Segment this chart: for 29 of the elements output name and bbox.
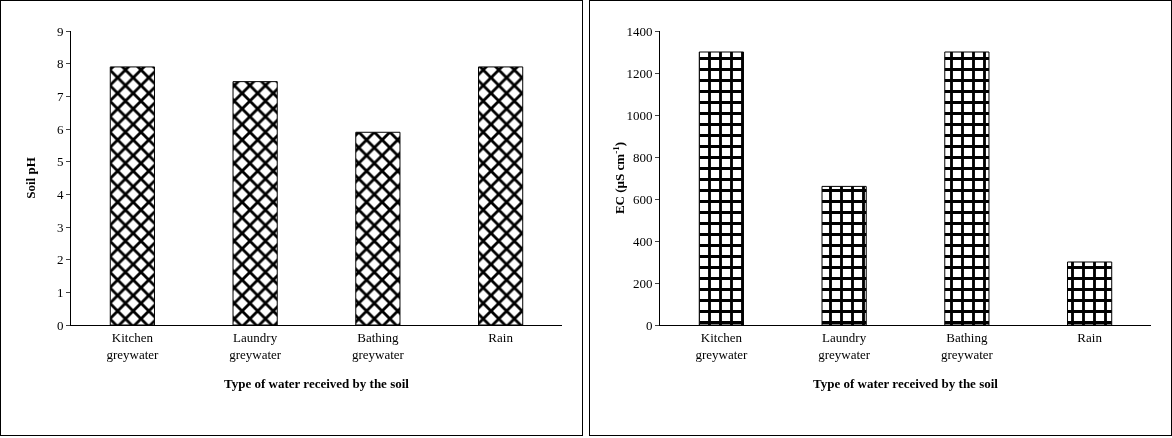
x-tick-label: Laundry greywater bbox=[229, 329, 282, 362]
y-tick-label: 6 bbox=[56, 121, 64, 137]
x-tick-label: Kitchen greywater bbox=[695, 329, 749, 362]
y-tick-label: 600 bbox=[632, 191, 653, 207]
x-tick-label: Kitchen greywater bbox=[106, 329, 160, 362]
y-tick-label: 800 bbox=[632, 149, 653, 165]
y-tick-label: 7 bbox=[56, 88, 64, 104]
y-tick-label: 1400 bbox=[626, 23, 653, 39]
y-tick-label: 2 bbox=[56, 252, 64, 268]
y-tick-label: 1000 bbox=[626, 107, 653, 123]
y-tick-label: 3 bbox=[56, 219, 64, 235]
y-tick-label: 8 bbox=[56, 56, 64, 72]
x-tick-label: Rain bbox=[488, 329, 514, 345]
y-tick-label: 1 bbox=[56, 284, 64, 300]
y-tick-label: 9 bbox=[56, 23, 64, 39]
x-tick-label: Bathing greywater bbox=[351, 329, 405, 362]
y-tick-label: 1200 bbox=[626, 65, 653, 81]
x-tick-label: Bathing greywater bbox=[940, 329, 994, 362]
y-tick-label: 5 bbox=[56, 154, 64, 170]
y-tick-label: 200 bbox=[632, 275, 653, 291]
y-tick-label: 4 bbox=[56, 186, 64, 202]
x-tick-label: Laundry greywater bbox=[818, 329, 871, 362]
x-tick-label: Rain bbox=[1077, 329, 1103, 345]
y-tick-label: 0 bbox=[645, 317, 653, 333]
x-axis-title: Type of water received by the soil bbox=[813, 376, 999, 392]
y-tick-label: 400 bbox=[632, 233, 653, 249]
y-axis-title: Soil pH bbox=[23, 157, 38, 199]
y-tick-label: 0 bbox=[56, 317, 64, 333]
x-axis-title: Type of water received by the soil bbox=[224, 376, 410, 392]
